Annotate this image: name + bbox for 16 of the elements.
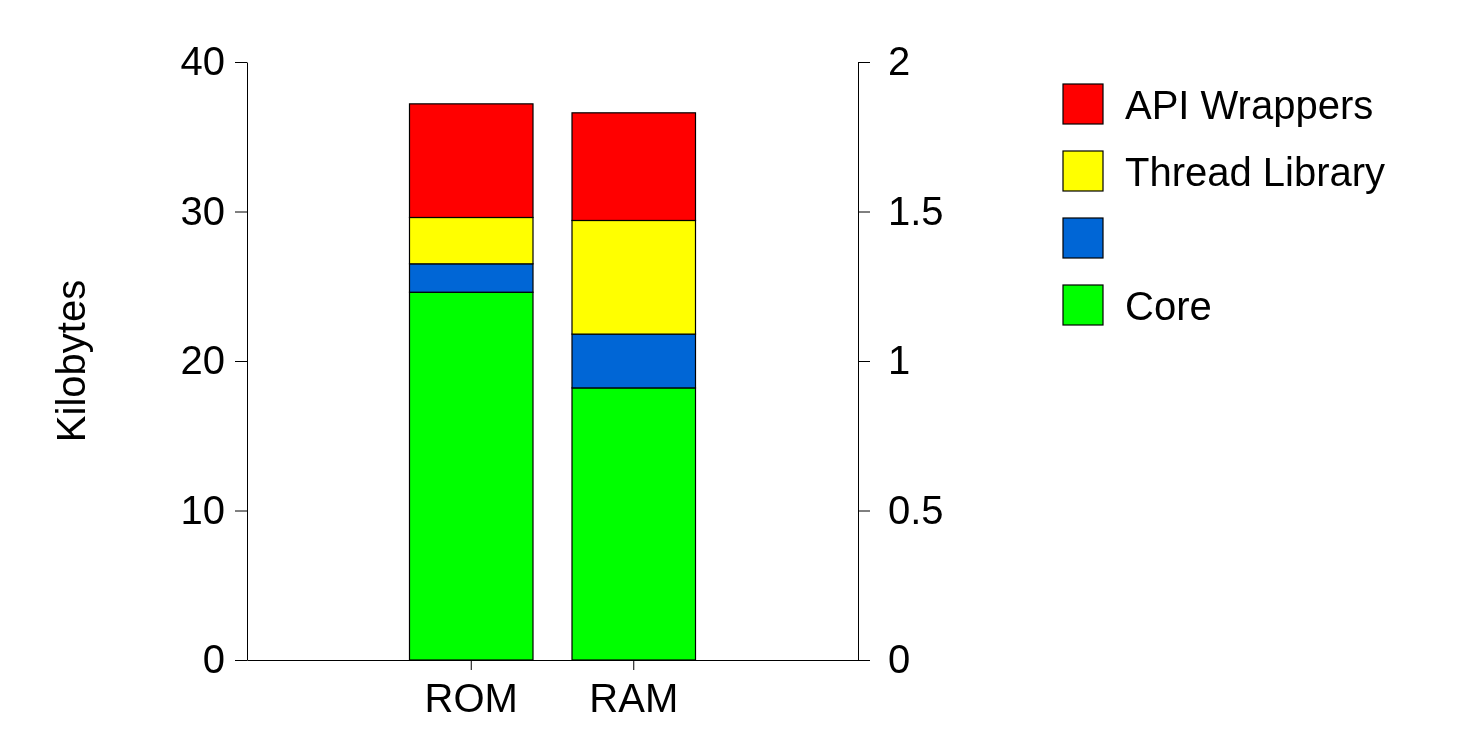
y2-tick-label: 2 (888, 39, 911, 84)
y-axis-title: Kilobytes (49, 279, 93, 443)
y-tick-label: 0 (202, 637, 225, 682)
x-tick-label: ROM (424, 676, 518, 721)
legend-label: API Wrappers (1125, 83, 1374, 127)
y2-tick-label: 0.5 (888, 487, 944, 532)
y2-tick-label: 1.5 (888, 188, 944, 233)
y2-tick-label: 0 (888, 637, 911, 682)
y-tick-label: 10 (180, 487, 225, 532)
legend-label: Core (1125, 284, 1212, 328)
x-tick-label: RAM (589, 676, 679, 721)
y2-tick-label: 1 (888, 338, 911, 383)
y-tick-label: 20 (180, 338, 225, 383)
y-tick-label: 40 (180, 39, 225, 84)
legend-label: Thread Library (1125, 150, 1386, 194)
y-tick-label: 30 (180, 188, 225, 233)
